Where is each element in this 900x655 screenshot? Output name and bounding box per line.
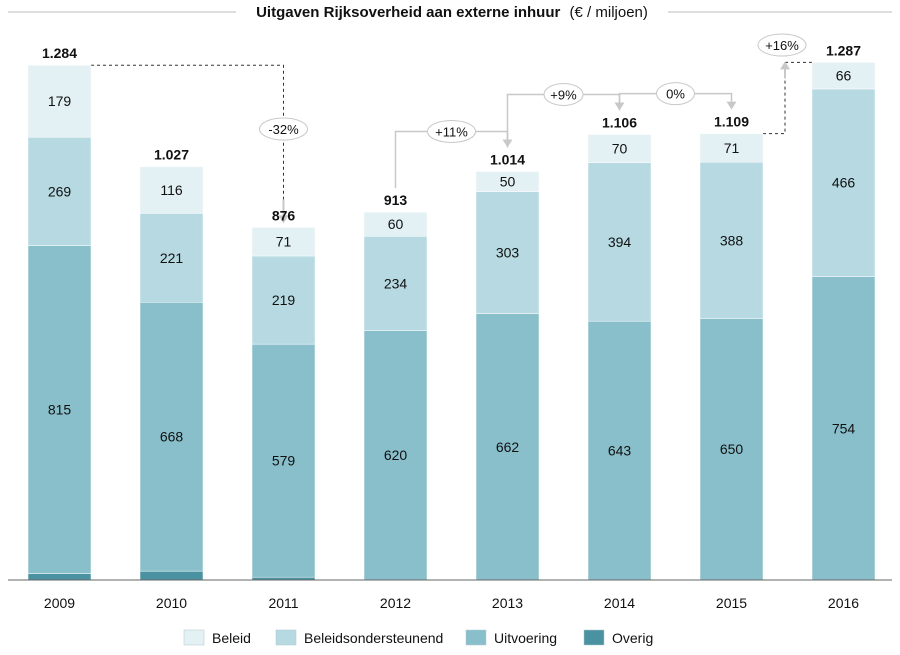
data-label-uitvoering-2014: 643: [608, 443, 632, 459]
legend: Beleid Beleidsondersteunend Uitvoering Over…: [183, 629, 653, 646]
data-label-beleidsondersteunend-2011: 219: [272, 292, 296, 308]
bar-segment-beleidsondersteunend-2011: [251, 255, 316, 345]
data-label-uitvoering-2010: 668: [160, 429, 184, 445]
data-label-beleid-2012: 60: [388, 216, 404, 232]
data-label-uitvoering-2012: 620: [384, 447, 408, 463]
bar-segment-uitvoering-2015: [699, 318, 764, 581]
bar-segment-overig-2010: [139, 570, 204, 581]
legend-label-uitvoering: Uitvoering: [494, 630, 557, 646]
x-tick-label-2013: 2013: [492, 595, 523, 611]
legend-swatch-overig: [583, 629, 605, 646]
annotation-2009-2011-label: -32%: [268, 122, 299, 137]
data-label-beleidsondersteunend-2010: 221: [160, 250, 184, 266]
bar-segment-beleidsondersteunend-2015: [699, 161, 764, 319]
bar-segment-beleidsondersteunend-2009: [27, 137, 92, 246]
legend-label-beleidsondersteunend: Beleidsondersteunend: [304, 630, 443, 646]
x-axis-ticks: 2009 2010 2011 2012 2013 2014 2015 2016: [44, 595, 859, 611]
bar-segment-beleid-2016: [811, 62, 876, 90]
bar-segment-uitvoering-2011: [251, 343, 316, 578]
x-tick-label-2010: 2010: [156, 595, 187, 611]
data-label-beleidsondersteunend-2009: 269: [48, 183, 72, 199]
data-label-beleidsondersteunend-2015: 388: [720, 232, 744, 248]
bar-segment-uitvoering-2014: [587, 320, 652, 581]
data-label-beleid-2013: 50: [500, 174, 516, 190]
annotation-2014-2015-arrow-head: [726, 101, 737, 110]
legend-swatch-uitvoering: [465, 629, 487, 646]
total-label-2016: 1.287: [826, 42, 861, 58]
bar-segment-beleidsondersteunend-2014: [587, 162, 652, 322]
bar-segment-uitvoering-2013: [475, 313, 540, 581]
bar-segment-beleid-2014: [587, 134, 652, 163]
total-label-2015: 1.109: [714, 114, 749, 130]
bar-segment-beleid-2013: [475, 171, 540, 192]
x-tick-label-2011: 2011: [268, 595, 298, 611]
chart-title-main: Uitgaven Rijksoverheid aan externe inhuu…: [256, 4, 560, 21]
data-label-beleidsondersteunend-2014: 394: [608, 234, 632, 250]
annotation-2009-2011-arrow-head: [278, 215, 289, 224]
annotation-2015-2016-badge: [757, 33, 807, 57]
segment-labels: 815 269 179 668 221 116 579 219 71 620 234 60 662 303…: [48, 68, 856, 469]
bar-stacks: [27, 62, 876, 581]
data-label-beleidsondersteunend-2013: 303: [496, 245, 520, 261]
chart-title: Uitgaven Rijksoverheid aan externe inhuu…: [256, 4, 648, 21]
bar-segment-overig-2009: [27, 573, 92, 581]
annotation-2013-2014-badge: [543, 82, 584, 106]
total-label-2013: 1.014: [490, 151, 525, 167]
total-label-2014: 1.106: [602, 114, 637, 130]
bar-segment-beleid-2012: [363, 211, 428, 237]
annotation-2013-2014-label: +9%: [550, 87, 577, 102]
change-annotations: -32% +11% +9% 0% +16%: [91, 33, 812, 224]
data-label-beleidsondersteunend-2012: 234: [384, 275, 408, 291]
annotation-2009-2011-connector: [91, 64, 284, 200]
x-tick-label-2009: 2009: [44, 595, 75, 611]
x-tick-label-2012: 2012: [380, 595, 411, 611]
bar-segment-beleid-2010: [139, 166, 204, 214]
total-labels: 1.284 1.027 876 913 1.014 1.106 1.109 1.287: [42, 42, 861, 223]
annotation-2009-2011-badge: [259, 117, 308, 141]
bar-segment-beleid-2011: [251, 227, 316, 257]
legend-swatch-beleidsondersteunend: [275, 629, 297, 646]
data-label-uitvoering-2013: 662: [496, 439, 520, 455]
x-tick-label-2014: 2014: [604, 595, 635, 611]
bar-segment-uitvoering-2009: [27, 245, 92, 574]
bar-segment-beleid-2009: [27, 64, 92, 138]
bar-segment-beleidsondersteunend-2013: [475, 191, 540, 314]
bar-segment-beleid-2015: [699, 133, 764, 163]
annotation-2015-2016-connector: [763, 78, 786, 135]
annotation-2012-2013-badge: [427, 119, 476, 143]
x-tick-label-2015: 2015: [716, 595, 747, 611]
data-label-uitvoering-2016: 754: [832, 420, 856, 436]
chart-title-unit: (€ / miljoen): [570, 4, 648, 21]
total-label-2009: 1.284: [42, 45, 77, 61]
annotation-2015-2016-label: +16%: [765, 38, 799, 53]
x-tick-label-2016: 2016: [828, 595, 859, 611]
data-label-beleid-2014: 70: [612, 141, 628, 157]
bar-segment-uitvoering-2012: [363, 330, 428, 581]
legend-swatch-beleid: [183, 629, 205, 646]
total-label-2012: 913: [384, 192, 408, 208]
data-label-uitvoering-2015: 650: [720, 441, 744, 457]
bar-segment-beleidsondersteunend-2012: [363, 236, 428, 331]
data-label-beleid-2010: 116: [160, 182, 183, 198]
bar-segment-beleidsondersteunend-2010: [139, 213, 204, 303]
data-label-beleidsondersteunend-2016: 466: [832, 175, 856, 191]
data-label-beleid-2011: 71: [276, 234, 292, 250]
data-label-beleid-2015: 71: [724, 140, 740, 156]
legend-label-overig: Overig: [612, 630, 653, 646]
data-label-uitvoering-2009: 815: [48, 402, 72, 418]
annotation-2012-2013-label: +11%: [435, 124, 468, 139]
data-label-uitvoering-2011: 579: [272, 453, 296, 469]
annotation-2015-2016-arrow-head: [780, 61, 790, 70]
legend-label-beleid: Beleid: [212, 630, 251, 646]
total-label-2010: 1.027: [154, 147, 189, 163]
bar-segment-uitvoering-2016: [811, 276, 876, 581]
data-label-beleid-2016: 66: [836, 68, 852, 84]
annotation-2014-2015-label: 0%: [666, 87, 685, 102]
total-label-2011: 876: [272, 207, 296, 223]
bar-segment-beleidsondersteunend-2016: [811, 88, 876, 277]
annotation-2014-2015-badge: [656, 82, 695, 106]
data-label-beleid-2009: 179: [48, 93, 72, 109]
bar-segment-uitvoering-2010: [139, 302, 204, 572]
